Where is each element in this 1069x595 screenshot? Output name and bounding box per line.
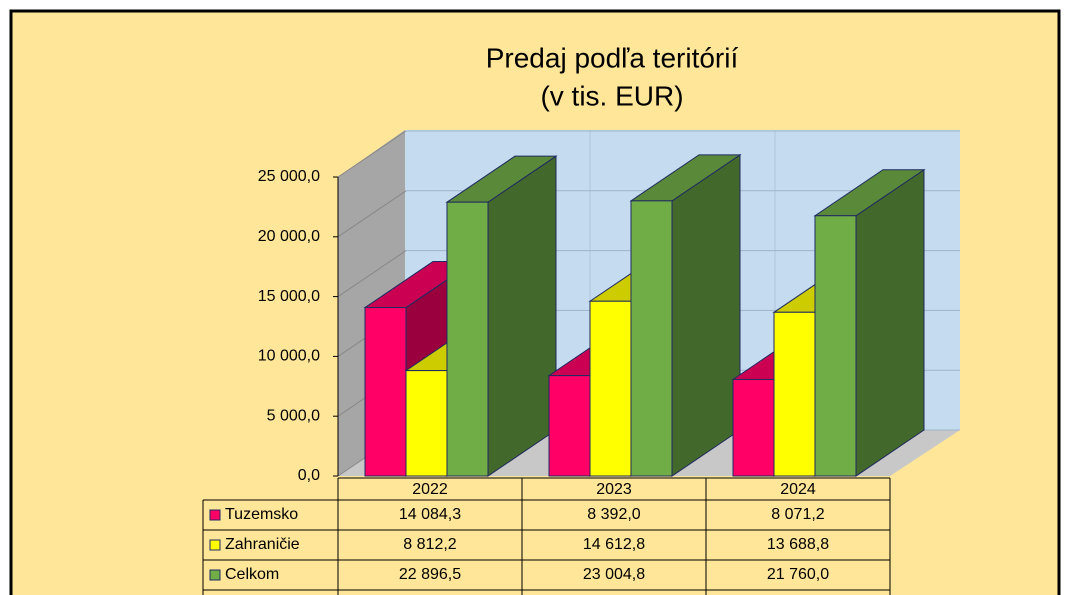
table-cell: 22 896,5 [399,566,461,583]
bar [773,311,816,477]
bar [814,215,857,477]
legend-label: Zahraničie [225,536,300,553]
legend-label: Tuzemsko [225,506,298,523]
bar-side [487,155,557,477]
table-cell: 14 612,8 [583,536,645,553]
y-tick-label: 15 000,0 [258,288,320,305]
table-cell: 21 760,0 [767,566,829,583]
bar [364,307,407,477]
grid-line [337,130,407,178]
table-cell: 8 812,2 [403,536,456,553]
legend-swatch [209,509,221,521]
table-cell: 13 688,8 [767,536,829,553]
y-tick-label: 5 000,0 [267,407,320,424]
bar [589,300,632,477]
grid-line [337,190,407,238]
table-cell: 14 084,3 [399,506,461,523]
table-cell: 8 071,2 [771,506,824,523]
bar [630,200,673,477]
grid-line [337,250,407,298]
legend-swatch [209,569,221,581]
chart-subtitle: (v tis. EUR) [540,80,683,111]
bar-side [671,153,741,477]
bar [732,378,775,477]
y-tick-label: 20 000,0 [258,228,320,245]
table-cell: 23 004,8 [583,566,645,583]
legend-label: Celkom [225,566,279,583]
bar [548,375,591,477]
x-tick-label: 2022 [412,481,448,498]
bar [446,201,489,477]
table-cell: 8 392,0 [587,506,640,523]
x-tick-label: 2024 [780,481,816,498]
y-tick-label: 25 000,0 [258,168,320,185]
chart-title: Predaj podľa teritórií [486,42,739,73]
x-tick-label: 2023 [596,481,632,498]
y-tick-label: 10 000,0 [258,348,320,365]
y-tick-label: 0,0 [298,467,320,484]
bar [405,370,448,477]
legend-swatch [209,539,221,551]
bar-side [855,168,925,477]
